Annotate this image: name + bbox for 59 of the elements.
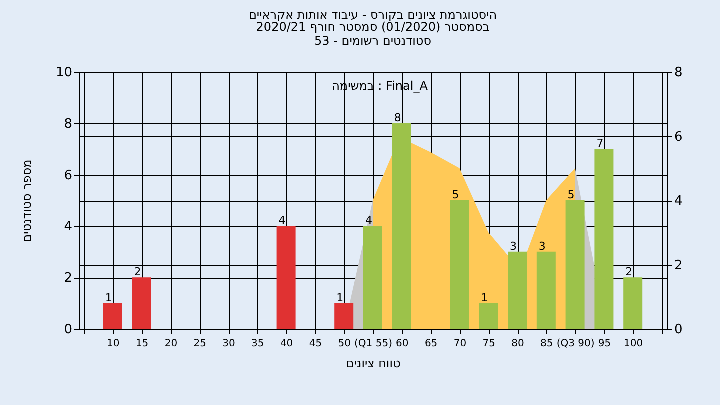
data-label: 5 <box>452 188 460 202</box>
data-label: 1 <box>105 291 112 304</box>
y2-tick-label: 4 <box>674 194 683 209</box>
bar <box>508 252 527 329</box>
x-tick-label: 95 <box>598 338 612 350</box>
data-label: 4 <box>278 214 286 228</box>
data-label: 2 <box>626 266 633 279</box>
y-tick-label: 0 <box>64 322 72 338</box>
x-tick-label: 45 <box>309 338 322 350</box>
data-label: 8 <box>394 111 402 124</box>
data-label: 5 <box>568 188 575 202</box>
x-tick-label: 100 <box>624 338 644 350</box>
data-label: 4 <box>366 214 372 228</box>
data-label: 1 <box>336 291 344 304</box>
bar <box>536 252 556 329</box>
y-tick-label: 6 <box>64 168 72 184</box>
x-tick-label: 60 <box>396 338 409 350</box>
chart-title: היסטוגרמת ציונים בקורס - עיבוד אותות אקראיים <box>248 8 498 22</box>
y-tick-label: 4 <box>64 220 72 235</box>
x-tick-label: 35 <box>252 338 264 350</box>
x-tick-label: 80 <box>512 338 524 350</box>
y2-tick-label: 8 <box>674 66 683 80</box>
x-tick-label: 25 <box>194 338 206 350</box>
bar <box>594 149 614 329</box>
data-label: 3 <box>538 240 546 253</box>
x-tick-label: 15 <box>136 338 149 350</box>
bar <box>334 303 354 329</box>
x-tick-label: 40 <box>280 338 294 350</box>
y2-tick-label: 0 <box>674 322 683 338</box>
x-tick-label: 75 <box>482 338 496 350</box>
bar <box>450 200 470 329</box>
x-tick-label: 85 <box>540 338 554 350</box>
x-axis-title: טווח ציונים <box>346 356 401 370</box>
y-tick-label: 2 <box>64 271 72 286</box>
x-tick-label: 65 <box>424 338 438 350</box>
y-tick-label: 10 <box>56 66 72 80</box>
bar <box>276 226 296 329</box>
bar <box>103 303 122 329</box>
x-tick-label: (Q3 90) <box>556 338 595 350</box>
y2-tick-label: 6 <box>674 130 683 145</box>
x-tick-label: (Q1 55) <box>354 338 393 350</box>
x-tick-label: 50 <box>338 338 351 350</box>
bar <box>392 123 412 329</box>
chart-subtitle: בסמסטר (01/2020) סמסטר חורף 2020/21 סטודנטים רשומים - 53 <box>256 20 490 48</box>
bar <box>132 278 152 329</box>
x-tick-label: 70 <box>454 338 467 350</box>
y-axis-title: מספר סטודנטים <box>20 160 34 242</box>
data-label: 3 <box>510 240 517 253</box>
bar <box>624 278 643 329</box>
y2-tick-label: 2 <box>674 258 683 274</box>
data-label: 1 <box>481 291 488 304</box>
x-tick-label: 10 <box>107 338 120 350</box>
data-label: 7 <box>596 137 604 150</box>
x-tick-label: 30 <box>222 338 236 350</box>
data-label: 2 <box>134 266 142 279</box>
bar <box>479 303 498 329</box>
y-tick-label: 8 <box>64 116 72 132</box>
x-tick-label: 20 <box>164 338 178 350</box>
bar <box>566 200 585 329</box>
